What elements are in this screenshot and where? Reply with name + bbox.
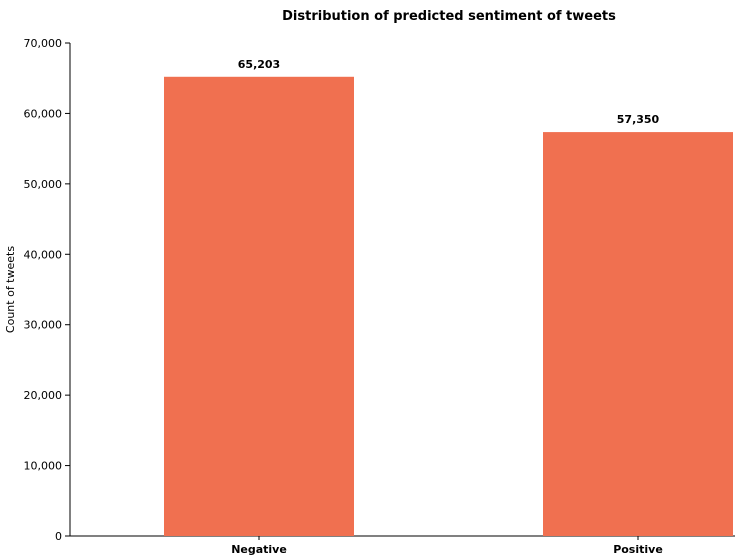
- value-labels: 65,203 57,350: [238, 58, 660, 126]
- x-tick-label: Positive: [613, 543, 663, 556]
- x-axis: Negative Positive: [70, 535, 735, 556]
- bars: [164, 76, 733, 537]
- y-tick-label: 50,000: [24, 178, 63, 191]
- y-tick-label: 20,000: [24, 389, 63, 402]
- y-tick-label: 40,000: [24, 248, 63, 261]
- x-tick-label: Negative: [231, 543, 287, 556]
- y-tick-label: 30,000: [24, 319, 63, 332]
- bar-value-label: 57,350: [617, 113, 660, 126]
- bar: [164, 76, 354, 537]
- y-tick-label: 70,000: [24, 37, 63, 50]
- y-tick-label: 10,000: [24, 460, 63, 473]
- y-axis-label: Count of tweets: [4, 246, 17, 333]
- y-tick-label: 60,000: [24, 107, 63, 120]
- y-tick-label: 0: [55, 530, 62, 543]
- bar-value-label: 65,203: [238, 58, 280, 71]
- bar: [543, 132, 733, 536]
- y-axis: 0 10,000 20,000 30,000 40,000 50,000 60,000 70,…: [24, 37, 71, 543]
- chart-title: Distribution of predicted sentiment of t…: [282, 9, 616, 24]
